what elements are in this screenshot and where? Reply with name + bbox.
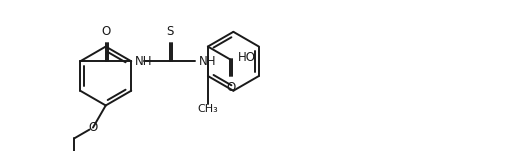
Text: S: S (166, 26, 173, 38)
Text: O: O (226, 81, 235, 94)
Text: HO: HO (237, 51, 256, 64)
Text: NH: NH (135, 55, 153, 68)
Text: O: O (101, 26, 110, 38)
Text: O: O (88, 121, 97, 134)
Text: NH: NH (198, 55, 216, 68)
Text: CH₃: CH₃ (197, 104, 218, 114)
